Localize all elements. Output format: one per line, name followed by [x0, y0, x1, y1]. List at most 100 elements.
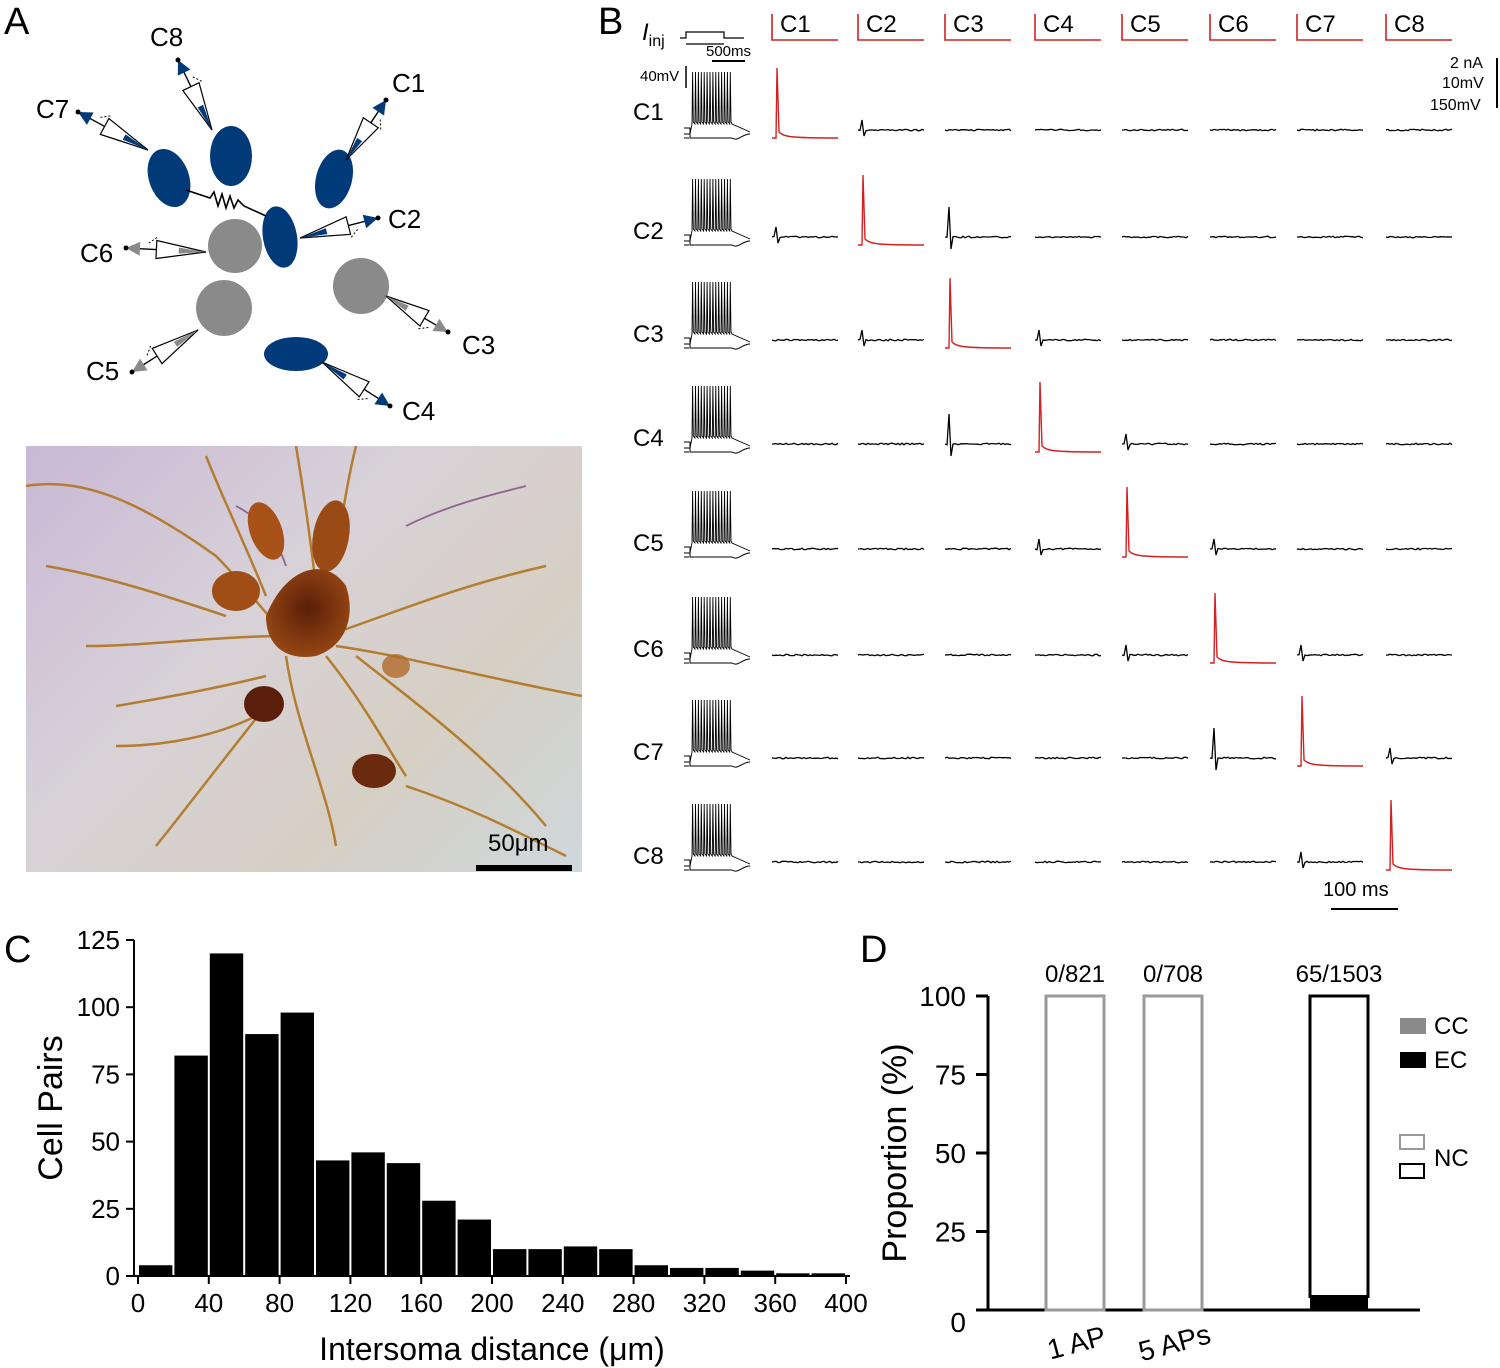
- trace-r4-c2: [857, 442, 925, 446]
- iinj-time-scale-label: 500ms: [706, 43, 751, 60]
- trace-r2-c6: [1209, 235, 1277, 239]
- cell-c7-body: [147, 148, 191, 208]
- trace-r3-c8: [1386, 338, 1453, 342]
- c-bar-240: [563, 1246, 598, 1276]
- micrograph-image: [26, 446, 582, 872]
- c-y-axis-label: Cell Pairs: [32, 1035, 70, 1180]
- cell-c4-body: [264, 337, 328, 371]
- row-label: C4: [633, 425, 664, 452]
- column-label: C4: [1043, 11, 1074, 38]
- c-bar-40: [209, 953, 244, 1276]
- cell-label-c7: C7: [36, 94, 69, 124]
- c-x-tick-label: 200: [470, 1288, 513, 1318]
- firing-pattern: [684, 71, 751, 140]
- c-x-tick-label: 400: [824, 1288, 867, 1318]
- firing-pattern: [684, 178, 751, 247]
- column-header-c5: C5: [1121, 11, 1188, 41]
- trace-r4-c3: [944, 413, 1012, 457]
- trace-r5-c4: [1034, 538, 1102, 556]
- trace-r6-c6: [1210, 592, 1277, 664]
- c-x-tick-label: 240: [541, 1288, 584, 1318]
- panel-label-a: A: [4, 1, 30, 43]
- d-segment-nc: [1142, 994, 1204, 1312]
- electrode-c3: [385, 295, 451, 335]
- cell-label-c3: C3: [462, 330, 495, 360]
- trace-r5-c6: [1209, 538, 1277, 556]
- trace-r4-c1: [772, 442, 839, 446]
- trace-r5-c3: [944, 547, 1012, 551]
- time-scale-label: 100 ms: [1323, 879, 1389, 901]
- trace-r7-c4: [1034, 756, 1102, 760]
- recording-row-c8: C8: [633, 799, 1453, 872]
- trace-r6-c3: [944, 653, 1012, 657]
- trace-r5-c1: [771, 547, 839, 551]
- column-header-c1: C1: [771, 11, 838, 41]
- trace-r8-c4: [1034, 860, 1101, 864]
- c-x-tick-label: 40: [194, 1288, 223, 1318]
- c-x-tick-label: 280: [612, 1288, 655, 1318]
- recording-row-c4: C4: [633, 381, 1453, 457]
- right-scale-3: 150mV: [1430, 97, 1481, 114]
- trace-r1-c8: [1385, 128, 1453, 132]
- panel-label-b: B: [598, 1, 623, 43]
- cell-c6-body: [208, 219, 262, 273]
- trace-r7-c7: [1297, 695, 1364, 767]
- d-bar-2: 0/708 5 APs: [1135, 961, 1214, 1367]
- cell-label-c6: C6: [80, 238, 113, 268]
- cell-c8-body: [210, 126, 252, 186]
- trace-r2-c7: [1296, 235, 1364, 239]
- c-bar-140: [386, 1163, 421, 1276]
- c-bar-0: [139, 1265, 173, 1276]
- firing-pattern: [684, 385, 751, 454]
- stim-trace: [857, 14, 924, 41]
- d-segment-nc: [1308, 994, 1370, 1298]
- d-y-tick-label: 75: [935, 1060, 966, 1091]
- trace-r3-c7: [1296, 338, 1364, 342]
- iinj-label: Iinj: [642, 19, 665, 50]
- trace-r4-c7: [1296, 442, 1364, 446]
- panel-label-c: C: [4, 929, 31, 971]
- trace-r3-c6: [1209, 338, 1277, 342]
- trace-r7-c6: [1209, 727, 1277, 771]
- d-y-tick-label: 25: [935, 1217, 966, 1248]
- trace-r3-c1: [771, 338, 839, 342]
- d-category-label: 1 AP: [1044, 1320, 1109, 1365]
- trace-r3-c5: [1121, 338, 1189, 342]
- stim-trace: [1121, 14, 1188, 41]
- c-bar-160: [422, 1200, 456, 1276]
- d-bar-annotation: 0/708: [1143, 961, 1203, 988]
- d-category-label: 5 APs: [1135, 1318, 1214, 1367]
- c-bar-340: [740, 1270, 775, 1276]
- c-bar-260: [599, 1249, 633, 1276]
- row-label: C6: [633, 636, 664, 663]
- right-scale-2: 10mV: [1442, 75, 1484, 92]
- c-bar-280: [634, 1265, 668, 1276]
- column-header-c6: C6: [1209, 11, 1276, 41]
- trace-r8-c2: [858, 860, 925, 864]
- stim-trace: [1209, 14, 1276, 41]
- trace-r5-c7: [1296, 547, 1364, 551]
- recording-row-c6: C6: [633, 592, 1453, 665]
- c-bar-100: [316, 1160, 350, 1276]
- trace-r1-c7: [1296, 128, 1364, 132]
- c-bar-120: [351, 1152, 385, 1276]
- gap-junction-resistor: [185, 189, 267, 217]
- d-y-tick-label: 50: [935, 1138, 966, 1169]
- column-label: C7: [1305, 11, 1336, 38]
- electrode-c4: [321, 361, 393, 409]
- trace-r2-c1: [771, 226, 839, 244]
- c-x-tick-label: 160: [400, 1288, 443, 1318]
- stim-trace: [1296, 14, 1363, 41]
- trace-r8-c3: [944, 860, 1012, 864]
- recording-row-c1: C1: [633, 67, 1453, 140]
- cell-label-c5: C5: [86, 356, 119, 386]
- trace-r2-c8: [1385, 235, 1453, 239]
- recording-row-c3: C3: [633, 277, 1453, 350]
- recording-row-c7: C7: [633, 695, 1453, 771]
- trace-r1-c4: [1034, 128, 1102, 132]
- electrode-c2: [299, 214, 381, 239]
- micrograph-drawing: [26, 446, 582, 871]
- cell-c5-body: [196, 280, 252, 336]
- column-header-c7: C7: [1296, 11, 1363, 41]
